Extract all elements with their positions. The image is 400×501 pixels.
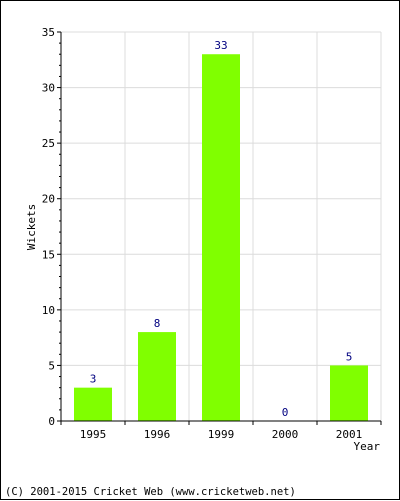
bar bbox=[138, 332, 176, 421]
x-tick-label: 1996 bbox=[144, 428, 171, 441]
y-tick-label: 10 bbox=[42, 304, 55, 317]
y-tick-label: 0 bbox=[48, 415, 55, 428]
data-label: 33 bbox=[214, 39, 227, 52]
x-tick-label: 1995 bbox=[80, 428, 107, 441]
x-axis-title: Year bbox=[354, 440, 381, 453]
bar bbox=[330, 365, 368, 421]
data-label: 5 bbox=[346, 350, 353, 363]
x-tick-label: 1999 bbox=[208, 428, 235, 441]
data-labels: 3 8 33 0 5 bbox=[90, 39, 353, 419]
bar bbox=[74, 387, 112, 421]
y-tick-label: 30 bbox=[42, 82, 55, 95]
y-tick-label: 35 bbox=[42, 26, 55, 39]
y-tick-label: 15 bbox=[42, 248, 55, 261]
data-label: 3 bbox=[90, 373, 97, 386]
x-tick-label: 2000 bbox=[272, 428, 299, 441]
y-tick-label: 20 bbox=[42, 193, 55, 206]
copyright-footer: (C) 2001-2015 Cricket Web (www.cricketwe… bbox=[5, 486, 296, 498]
y-tick-label: 25 bbox=[42, 137, 55, 150]
data-label: 0 bbox=[282, 406, 289, 419]
y-axis-title: Wickets bbox=[25, 204, 38, 250]
data-label: 8 bbox=[154, 317, 161, 330]
bars bbox=[74, 54, 368, 421]
x-tick-label: 2001 bbox=[336, 428, 363, 441]
y-tick-label: 5 bbox=[48, 359, 55, 372]
bar bbox=[202, 54, 240, 421]
